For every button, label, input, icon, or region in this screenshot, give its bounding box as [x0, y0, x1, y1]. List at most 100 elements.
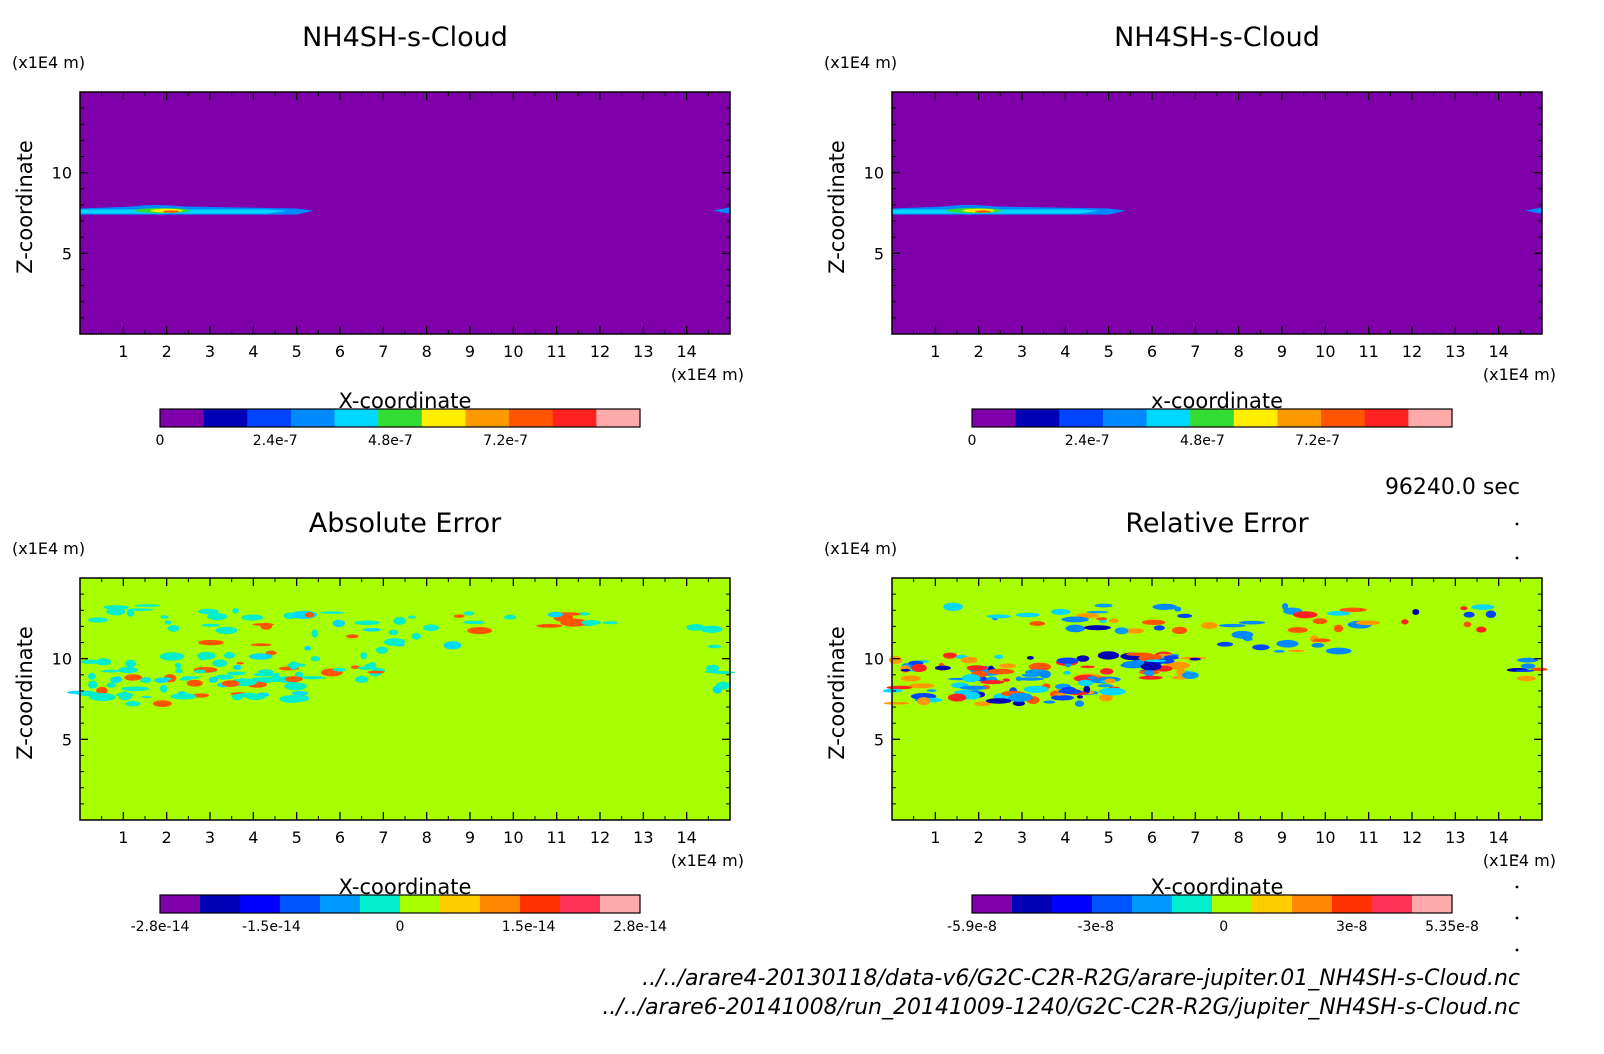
error-patch	[504, 614, 517, 620]
colorbar-segment	[440, 895, 481, 913]
x-tick-label: 3	[205, 828, 215, 847]
colorbar-tick-label: 4.8e-7	[1180, 433, 1225, 449]
x-tick-label: 7	[378, 342, 388, 361]
error-patch	[1065, 624, 1085, 633]
error-patch	[960, 656, 978, 664]
colorbar-segment	[1146, 409, 1191, 427]
error-patch	[1138, 675, 1163, 680]
panel-3: Absolute Error(x1E4 m)1 2 3 4 5 6 7 8 9 10 11 12 13 1…	[12, 508, 744, 935]
y-axis-label: Z-coordinate	[825, 140, 849, 274]
error-patch	[368, 662, 377, 668]
error-patch	[917, 697, 931, 706]
error-patch	[1012, 700, 1025, 707]
error-patch	[986, 614, 1011, 619]
x-tick-label: 5	[1104, 828, 1114, 847]
error-patch	[1152, 603, 1178, 611]
x-tick-label: 5	[292, 342, 302, 361]
colorbar-segment	[1059, 409, 1104, 427]
colorbar-segment	[1212, 895, 1253, 913]
x-tick-label: 9	[465, 828, 475, 847]
error-patch	[1520, 663, 1536, 669]
colorbar-tick-label: 0	[156, 433, 165, 449]
colorbar-segment	[1412, 895, 1453, 913]
colorbar-segment	[240, 895, 281, 913]
colorbar-segment	[378, 409, 423, 427]
colorbar-segment	[1190, 409, 1235, 427]
colorbar-segment	[465, 409, 510, 427]
error-patch	[1114, 627, 1129, 635]
error-patch	[1051, 695, 1074, 701]
error-patch	[686, 624, 706, 631]
error-patch	[208, 676, 219, 683]
colorbar-segment	[334, 409, 379, 427]
error-patch	[1231, 630, 1254, 639]
error-patch	[167, 625, 180, 632]
error-patch	[985, 698, 1012, 704]
error-patch	[223, 652, 236, 659]
error-patch	[708, 644, 722, 649]
error-patch	[1097, 684, 1114, 688]
colorbar-segment	[1364, 409, 1409, 427]
colorbar-segment	[972, 409, 1017, 427]
error-patch	[357, 666, 378, 670]
error-patch	[362, 628, 382, 632]
error-patch	[1312, 618, 1328, 625]
error-patch	[95, 658, 112, 666]
error-patch	[214, 674, 234, 680]
error-patch	[716, 681, 731, 690]
file-path-1: ../../arare4-20130118/data-v6/G2C-C2R-R2…	[642, 966, 1520, 991]
colorbar-segment	[1092, 895, 1133, 913]
error-patch	[186, 679, 203, 687]
colorbar-tick-label: -3e-8	[1077, 919, 1114, 935]
file-path-2: ../../arare6-20141008/run_20141009-1240/…	[602, 995, 1520, 1020]
error-patch	[113, 676, 123, 683]
colorbar-tick-label: 2.4e-7	[253, 433, 298, 449]
error-patch	[900, 675, 922, 682]
colorbar-segment	[1321, 409, 1366, 427]
error-patch	[423, 624, 439, 632]
error-patch	[304, 612, 315, 618]
error-patch	[1333, 624, 1344, 633]
error-patch	[120, 691, 130, 699]
margin-dot	[1515, 854, 1519, 858]
error-patch	[1515, 669, 1535, 672]
error-patch	[1463, 611, 1475, 618]
error-patch	[207, 612, 228, 621]
error-patch	[1273, 650, 1285, 653]
error-patch	[1097, 651, 1120, 660]
error-patch	[366, 670, 385, 674]
y-axis-label: Z-coordinate	[13, 140, 37, 274]
error-patch	[706, 664, 720, 673]
error-patch	[270, 675, 282, 683]
error-patch	[1463, 621, 1472, 628]
x-tick-label: 12	[590, 828, 610, 847]
x-tick-label: 11	[1358, 828, 1378, 847]
x-tick-label: 6	[335, 828, 345, 847]
x-tick-label: 7	[378, 828, 388, 847]
x-tick-label: 8	[422, 342, 432, 361]
x-tick-label: 14	[1488, 828, 1508, 847]
error-patch	[125, 659, 137, 668]
error-patch	[88, 617, 109, 623]
error-patch	[118, 666, 139, 674]
error-patch	[888, 656, 903, 665]
error-patch	[284, 676, 303, 683]
colorbar-segment	[160, 895, 201, 913]
colorbar-segment	[1372, 895, 1413, 913]
colorbar-segment	[360, 895, 401, 913]
x-tick-label: 6	[335, 342, 345, 361]
colorbar-tick-label: 0	[968, 433, 977, 449]
error-patch	[1325, 647, 1352, 655]
colorbar-segment	[552, 409, 597, 427]
x-tick-label: 1	[930, 828, 940, 847]
error-patch	[1218, 623, 1246, 628]
error-patch	[1153, 625, 1165, 631]
colorbar-tick-label: 0	[396, 919, 405, 935]
error-patch	[101, 669, 122, 673]
error-patch	[124, 674, 143, 681]
error-patch	[311, 629, 319, 638]
error-patch	[1015, 612, 1040, 618]
error-patch	[1177, 613, 1193, 619]
error-patch	[310, 656, 321, 662]
x-tick-label: 1	[118, 342, 128, 361]
